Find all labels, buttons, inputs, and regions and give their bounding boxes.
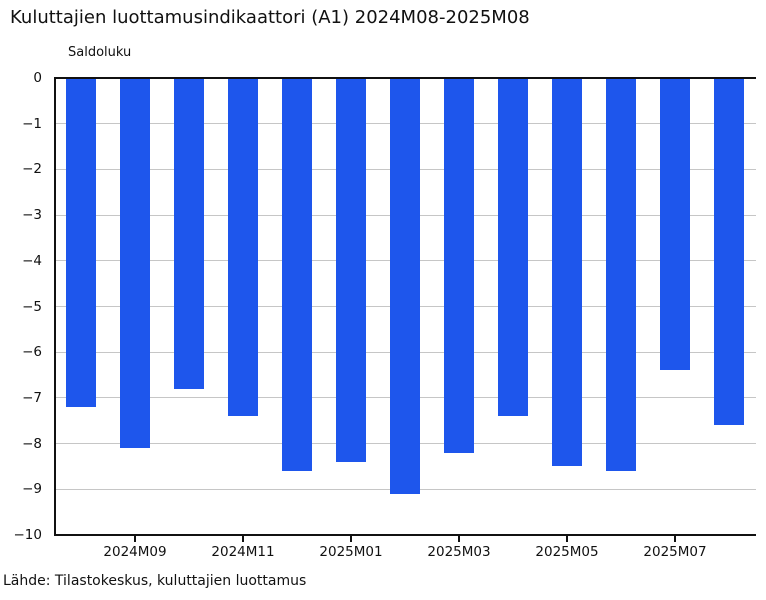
y-tick-label: −7 [22, 389, 42, 406]
bar-2025M02 [390, 78, 420, 494]
y-tick-label: −10 [13, 527, 43, 543]
y-tick-label: −3 [22, 207, 42, 224]
y-tick-label: −4 [22, 252, 42, 269]
bar-2025M08 [714, 78, 744, 426]
y-tick-label: −8 [22, 435, 42, 452]
y-axis-tick-labels: 0 −1 −2 −3 −4 −5 −6 −7 −8 −9 −10 [0, 0, 43, 600]
x-tick-mark [242, 535, 244, 542]
y-tick-label: −1 [22, 115, 42, 132]
x-tick-label: 2025M07 [643, 544, 707, 560]
x-tick-mark [674, 535, 676, 542]
y-axis-line [54, 78, 56, 535]
bar-2025M04 [498, 78, 528, 417]
zero-baseline [54, 77, 756, 79]
x-tick-mark [350, 535, 352, 542]
x-tick-label: 2024M11 [211, 544, 275, 560]
y-tick-label: 0 [33, 70, 42, 86]
bar-2024M08 [66, 78, 96, 408]
bar-2024M11 [228, 78, 258, 417]
bar-2024M10 [174, 78, 204, 389]
y-tick-label: −2 [22, 161, 42, 178]
bar-2024M12 [282, 78, 312, 472]
x-tick-label: 2025M05 [535, 544, 599, 560]
chart-title: Kuluttajien luottamusindikaattori (A1) 2… [10, 7, 530, 28]
source-note: Lähde: Tilastokeskus, kuluttajien luotta… [3, 573, 307, 589]
x-tick-label: 2025M01 [319, 544, 383, 560]
x-tick-label: 2025M03 [427, 544, 491, 560]
x-axis-line [54, 534, 756, 536]
bar-2025M06 [606, 78, 636, 472]
x-tick-mark [566, 535, 568, 542]
bar-2025M05 [552, 78, 582, 467]
bar-2025M07 [660, 78, 690, 371]
plot-area: 2024M09 2024M11 2025M01 2025M03 2025M05 2025M… [54, 77, 756, 560]
x-tick-mark [134, 535, 136, 542]
x-tick-label: 2024M09 [103, 544, 167, 560]
bar-2024M09 [120, 78, 150, 449]
y-tick-label: −5 [22, 298, 42, 315]
y-tick-label: −9 [22, 481, 42, 498]
y-tick-label: −6 [22, 344, 42, 361]
bar-2025M01 [336, 78, 366, 462]
bar-2025M03 [444, 78, 474, 453]
y-axis-unit-label: Saldoluku [68, 45, 132, 60]
x-tick-mark [458, 535, 460, 542]
